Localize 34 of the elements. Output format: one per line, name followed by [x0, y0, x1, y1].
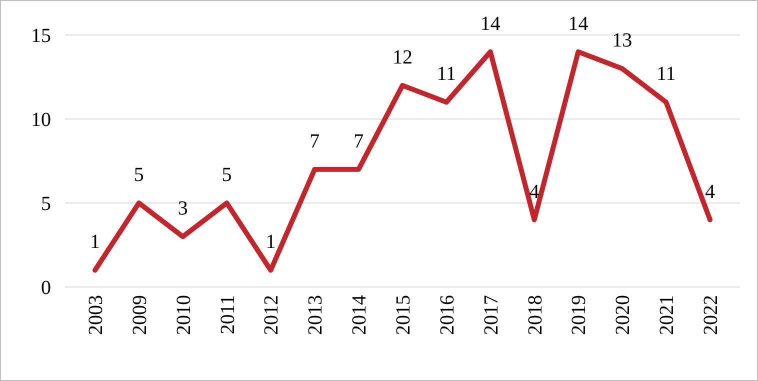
x-tick-label: 2019 — [568, 295, 590, 335]
data-label: 11 — [656, 63, 676, 86]
data-label: 13 — [612, 30, 632, 52]
x-tick-label: 2021 — [656, 295, 678, 335]
y-tick-label: 15 — [31, 25, 51, 47]
data-label: 14 — [480, 12, 500, 35]
x-tick-label: 2020 — [612, 295, 634, 335]
x-tick-label: 2017 — [480, 295, 502, 335]
x-tick-label: 2013 — [304, 295, 327, 335]
x-tick-label: 2022 — [700, 295, 722, 335]
data-label: 5 — [222, 164, 232, 186]
x-tick-label: 2018 — [524, 295, 546, 335]
x-tick-label: 2011 — [216, 295, 239, 334]
y-tick-label: 0 — [41, 277, 51, 299]
data-label: 14 — [568, 12, 588, 35]
data-label: 1 — [90, 231, 100, 254]
data-label: 5 — [134, 164, 144, 186]
x-tick-label: 2010 — [172, 295, 195, 335]
data-label: 7 — [310, 130, 320, 152]
data-label: 1 — [266, 231, 276, 254]
data-label: 7 — [354, 130, 364, 152]
y-tick-label: 10 — [31, 109, 51, 131]
data-label: 11 — [436, 63, 456, 86]
y-tick-label: 5 — [41, 193, 51, 215]
x-tick-label: 2003 — [84, 295, 107, 335]
data-label: 4 — [529, 180, 540, 203]
x-tick-label: 2014 — [348, 295, 371, 335]
x-tick-label: 2009 — [128, 295, 151, 335]
x-tick-label: 2012 — [260, 295, 283, 335]
x-tick-label: 2015 — [392, 295, 414, 335]
x-tick-label: 2016 — [436, 295, 458, 335]
data-label: 12 — [392, 46, 412, 68]
data-label: 4 — [705, 180, 716, 203]
data-label: 3 — [178, 198, 188, 220]
